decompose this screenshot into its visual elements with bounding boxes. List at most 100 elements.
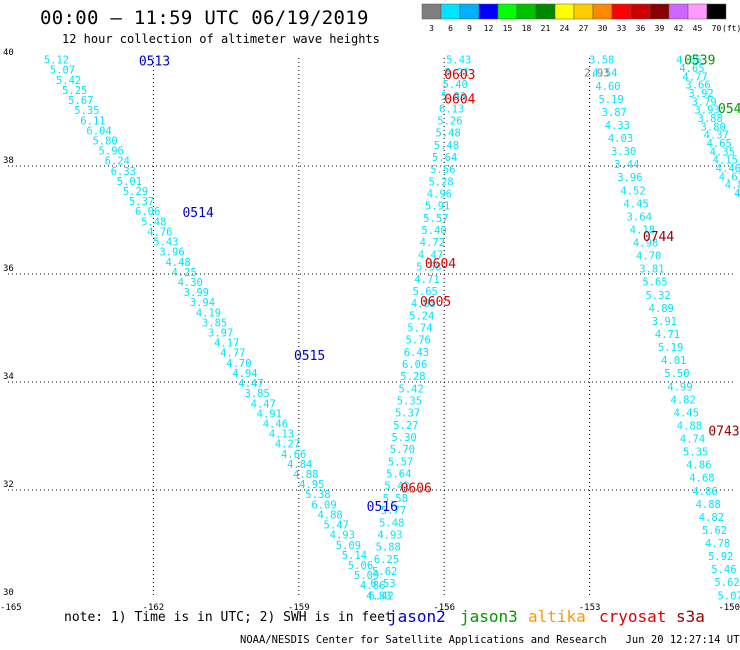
wave-height-point: 6.09 xyxy=(311,499,336,511)
wave-height-point: 3.64 xyxy=(627,211,652,223)
pass-time-label: 0513 xyxy=(139,55,170,70)
wave-height-point: 4.18 xyxy=(630,224,655,236)
wave-height-point: 4.95 xyxy=(411,298,436,310)
wave-height-point: 4.74 xyxy=(680,434,705,446)
pass-time-label: 0744 xyxy=(643,230,674,245)
colorbar-label: 9 xyxy=(467,24,472,33)
mission-label-cryosat: cryosat xyxy=(599,607,667,626)
wave-height-point: 3.92 xyxy=(688,88,713,100)
wave-height-point: 5.62 xyxy=(372,566,397,578)
wave-height-point: 5.65 xyxy=(413,286,438,298)
wave-height-point: 5.35 xyxy=(683,447,708,459)
wave-height-point: 5.35 xyxy=(74,105,99,117)
wave-height-point: 4.88 xyxy=(293,469,318,481)
wave-height-point: 4.71 xyxy=(655,329,680,341)
wave-height-point: 5.96 xyxy=(99,146,124,158)
chart-title: 00:00 – 11:59 UTC 06/19/2019 xyxy=(40,7,369,29)
pass-time-label: 0514 xyxy=(182,206,213,221)
wave-height-point: 5.19 xyxy=(598,94,623,106)
colorbar-label: 70 xyxy=(712,24,722,33)
wave-height-point: 5.62 xyxy=(702,525,727,537)
x-tick-label: -153 xyxy=(579,603,601,613)
wave-height-point: 4.8 xyxy=(725,180,740,192)
colorbar-label: 12 xyxy=(484,24,494,33)
pass-time-label: 0515 xyxy=(294,349,325,364)
wave-height-point: 4.19 xyxy=(196,307,221,319)
wave-height-point: 5.48 xyxy=(379,517,404,529)
colorbar-legend: 3 6 9 12 15 18 21 24 27 30 33 36 39 42 45 70 (ft) xyxy=(421,3,740,33)
wave-height-point: 6.11 xyxy=(80,115,105,127)
pass-time-label: 0516 xyxy=(367,500,398,515)
wave-height-point: 5.38 xyxy=(305,489,330,501)
wave-height-point: 4.93 xyxy=(377,529,402,541)
colorbar-label: 45 xyxy=(693,24,703,33)
wave-height-point: 5.26 xyxy=(437,115,462,127)
wave-height-point: 4.91 xyxy=(257,408,282,420)
wave-height-point: 5.65 xyxy=(642,277,667,289)
wave-height-point: 4.65 xyxy=(676,55,701,67)
pass-time-label: 0605 xyxy=(420,295,451,310)
wave-height-point: 5.06 xyxy=(348,560,373,572)
colorbar-label: 3 xyxy=(429,24,434,33)
wave-height-point: 5.30 xyxy=(391,432,416,444)
wave-height-point: 4.86 xyxy=(360,580,385,592)
colorbar-unit: (ft) xyxy=(722,24,740,33)
wave-height-point: 4.82 xyxy=(671,394,696,406)
wave-height-point: 3.85 xyxy=(202,317,227,329)
wave-height-point: 4.52 xyxy=(620,185,645,197)
wave-height-point: 6.33 xyxy=(111,166,136,178)
wave-height-point: 4.46 xyxy=(716,163,740,175)
wave-height-point: 5.43 xyxy=(153,237,178,249)
wave-height-point: 5.91 xyxy=(425,201,450,213)
wave-height-point: 5.64 xyxy=(386,469,411,481)
wave-height-point: 4.37 xyxy=(704,130,729,142)
footer-credit: NOAA/NESDIS Center for Satellite Applica… xyxy=(240,634,740,646)
wave-height-point: 4.35 xyxy=(710,146,735,158)
wave-height-point: 5.07 xyxy=(718,590,740,602)
wave-height-point: 5.67 xyxy=(68,95,93,107)
wave-height-point: 5.58 xyxy=(416,262,441,274)
wave-height-point: 5.62 xyxy=(714,577,739,589)
wave-height-point: 3.30 xyxy=(611,146,636,158)
colorbar-label: 42 xyxy=(674,24,684,33)
wave-height-point: 4.93 xyxy=(330,530,355,542)
wave-height-point: 5.37 xyxy=(395,408,420,420)
wave-height-point: 6.06 xyxy=(135,206,160,218)
wave-height-point: 4.47 xyxy=(238,378,263,390)
wave-height-point: 5.48 xyxy=(141,216,166,228)
wave-height-point: 5.24 xyxy=(409,310,434,322)
wave-height-point: 5.32 xyxy=(645,290,670,302)
wave-height-point: 4.01 xyxy=(661,355,686,367)
wave-height-point: 3.80 xyxy=(701,121,726,133)
pass-time-label: 0603 xyxy=(444,68,475,83)
wave-height-point: 5.46 xyxy=(711,564,736,576)
wave-height-point: 3.96 xyxy=(159,247,184,259)
x-tick-label: -159 xyxy=(288,603,310,613)
wave-height-point: 5.09 xyxy=(354,570,379,582)
mission-label-s3a: s3a xyxy=(676,607,705,626)
wave-height-point: 3.99 xyxy=(184,287,209,299)
wave-height-point: 4.60 xyxy=(595,81,620,93)
wave-height-point: 4.95 xyxy=(299,479,324,491)
wave-height-point: 4.96 xyxy=(427,189,452,201)
wave-height-point: 4.84 xyxy=(287,459,312,471)
pass-time-label: 0539 xyxy=(684,54,715,69)
colorbar-label: 6 xyxy=(448,24,453,33)
wave-height-point: 5.48 xyxy=(436,128,461,140)
wave-height-point: 4.70 xyxy=(636,251,661,263)
wave-height-point: 6.43 xyxy=(404,347,429,359)
wave-height-point: 4.66 xyxy=(281,449,306,461)
y-tick-label: 36 xyxy=(3,264,14,274)
wave-height-point: 6.53 xyxy=(370,578,395,590)
footer-note: note: 1) Time is in UTC; 2) SWH is in fe… xyxy=(64,610,393,625)
wave-height-point: 3.44 xyxy=(614,159,639,171)
y-tick-label: 32 xyxy=(3,480,14,490)
wave-height-point: 4.70 xyxy=(226,358,251,370)
x-tick-label: -165 xyxy=(0,603,22,613)
wave-height-point: 5.40 xyxy=(443,79,468,91)
wave-height-point: 4.27 xyxy=(275,439,300,451)
pass-time-label: 0743 xyxy=(708,425,739,440)
wave-height-point: 5.19 xyxy=(658,342,683,354)
